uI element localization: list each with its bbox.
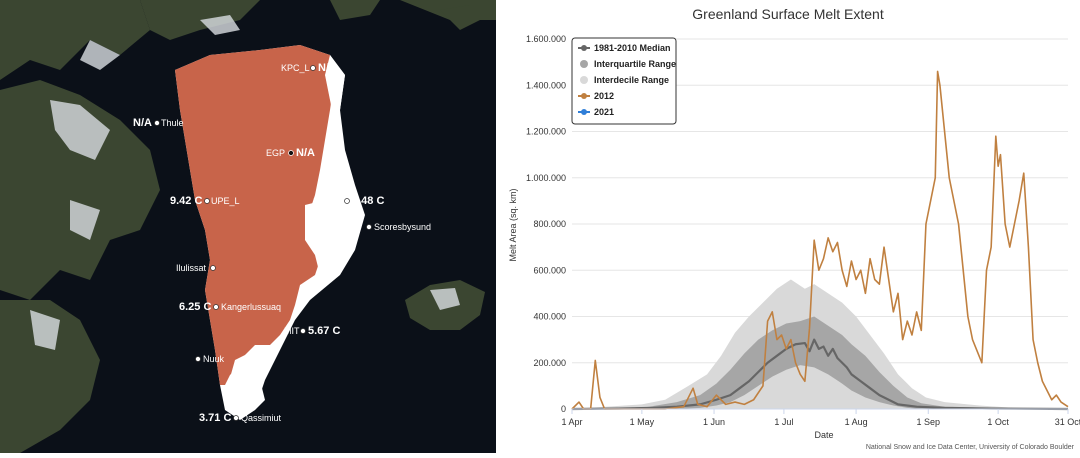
station-ilulissat[interactable]: Ilulissat [176,263,216,273]
station-ilulissat-name: Ilulissat [176,263,207,273]
dry-snow-patches [228,55,355,415]
y-tick-label: 1.200.000 [526,127,566,137]
x-tick-label: 1 Apr [561,417,582,427]
station-nuuk[interactable]: Nuuk [195,354,225,364]
y-tick-label: 1.400.000 [526,80,566,90]
y-tick-label: 600.000 [533,265,566,275]
x-tick-label: 1 Aug [845,417,868,427]
chart-title: Greenland Surface Melt Extent [692,6,884,22]
station-egp-value: N/A [296,147,315,159]
station-mit-value: 5.67 C [308,325,340,337]
legend-item-2012[interactable]: 2012 [578,91,614,101]
station-qassimiut-value: 3.71 C [199,412,231,424]
y-tick-label: 800.000 [533,219,566,229]
legend-box [571,37,677,125]
legend-item-median[interactable]: 1981-2010 Median [578,43,671,53]
station-qassimiut-name: Qassimiut [241,413,282,423]
station-egp-name: EGP [266,148,285,158]
station-kangerlussuaq-value: 6.25 C [179,301,211,313]
line-1981-2010-median [571,338,1069,411]
station-upe-value: 9.42 C [170,195,202,207]
chart-svg: Greenland Surface Melt Extent 0 200.000 40… [508,6,1080,451]
station-thule-name: Thule [161,118,184,128]
station-upe-name: UPE_L [211,196,240,206]
band-interquartile-range [572,316,1068,409]
x-tick-label: 1 Oct [987,417,1009,427]
station-upe[interactable]: 9.42 C UPE_L [170,195,240,207]
x-tick-label: 1 Jun [703,417,725,427]
station-egp[interactable]: EGP N/A [266,147,315,159]
station-qassimiut[interactable]: 3.71 C Qassimiut [199,412,282,424]
y-tick-label: 0 [561,404,566,414]
y-axis-title: Melt Area (sq. km) [508,188,518,261]
station-nuuk-name: Nuuk [203,354,225,364]
snow-cover [30,15,460,350]
legend-label-interquartile: Interquartile Range [594,59,676,69]
station-thule[interactable]: N/A Thule [133,117,184,129]
x-tick-label: 31 Oct [1055,417,1080,427]
station-sco-value: 6.48 C [352,195,384,207]
stations: KPC_L N/A N/A Thule EGP N/A 9.42 C UPE_L [133,62,431,424]
legend-item-interquartile[interactable]: Interquartile Range [580,59,676,69]
range-bands [572,279,1068,409]
surrounding-land [0,0,496,453]
x-tick-label: 1 May [630,417,655,427]
station-kpc-name: KPC_L [281,63,310,73]
station-mit[interactable]: MIT 5.67 C [284,325,340,337]
station-mit-name: MIT [284,326,300,336]
x-tick-label: 1 Sep [917,417,941,427]
y-tick-label: 1.000.000 [526,173,566,183]
line-2012 [571,70,1069,410]
station-scoresbysund[interactable]: Scoresbysund [366,222,432,232]
legend-label-2012: 2012 [594,91,614,101]
melt-chart: Greenland Surface Melt Extent 0 200.000 40… [496,0,1080,453]
station-thule-value: N/A [133,117,152,129]
x-axis-ticks: 1 Apr 1 May 1 Jun 1 Jul 1 Aug 1 Sep 1 Oct 31 Oc… [561,409,1080,427]
legend-label-interdecile: Interdecile Range [594,75,669,85]
chart-credit: National Snow and Ice Data Center, Unive… [866,444,1075,451]
series-lines [571,70,1069,411]
legend-item-2021[interactable]: 2021 [578,107,614,117]
station-sco-name: SCO_L [313,196,343,206]
melt-extent [175,45,335,385]
x-tick-label: 1 Jul [774,417,793,427]
y-axis-ticks: 0 200.000 400.000 600.000 800.000 1.000.000 1.… [526,34,566,414]
map-svg: KPC_L N/A N/A Thule EGP N/A 9.42 C UPE_L [0,0,496,453]
station-sco[interactable]: SCO_L 6.48 C [313,195,384,207]
legend-label-median: 1981-2010 Median [594,43,671,53]
y-tick-label: 1.600.000 [526,34,566,44]
legend-label-2021: 2021 [594,107,614,117]
x-axis-title: Date [814,430,833,440]
station-kpc-value: N/A [318,62,337,74]
station-scoresbysund-name: Scoresbysund [374,222,431,232]
y-tick-label: 400.000 [533,312,566,322]
station-kangerlussuaq-name: Kangerlussuaq [221,302,281,312]
melt-map: KPC_L N/A N/A Thule EGP N/A 9.42 C UPE_L [0,0,496,453]
y-tick-label: 200.000 [533,358,566,368]
legend: 1981-2010 Median Interquartile Range Int… [571,37,677,125]
legend-item-interdecile[interactable]: Interdecile Range [580,75,669,85]
station-kangerlussuaq[interactable]: 6.25 C Kangerlussuaq [179,301,281,313]
station-kpc[interactable]: KPC_L N/A [281,62,337,74]
